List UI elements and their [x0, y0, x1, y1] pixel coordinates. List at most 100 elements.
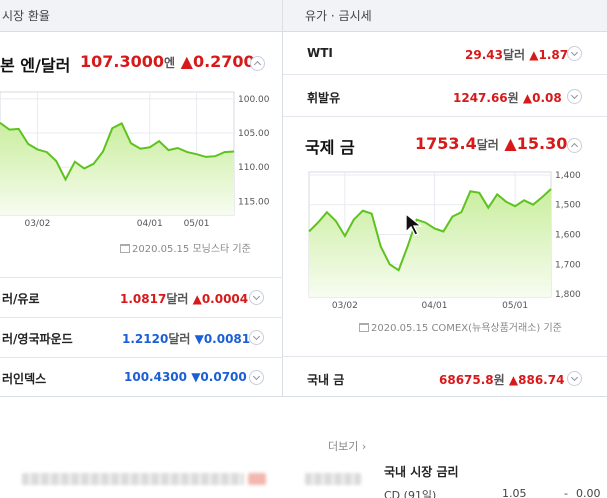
- commodity-row-value-group: 1247.66원 ▲0.08: [453, 89, 562, 106]
- usd-jpy-chart: 115.00 110.00 105.00 100.00 03/02 04/01 05/01: [0, 91, 270, 229]
- more-link[interactable]: 더보기 ›: [328, 438, 366, 454]
- oil-gold-panel: 유가 · 금시세 WTI 29.43달러 ▲1.87 휘발유 1247.66원 …: [283, 0, 607, 397]
- y-tick-label: 100.00: [238, 95, 270, 105]
- expand-toggle-icon[interactable]: [567, 46, 582, 61]
- rate-row-dash: -: [564, 487, 568, 498]
- fx-row-value: 1.2120: [122, 332, 169, 346]
- gold-name: 국제 금: [305, 138, 355, 157]
- fx-row-name: 러/영국파운드: [2, 332, 73, 346]
- expand-toggle-icon[interactable]: [249, 370, 264, 385]
- source-icon: [120, 244, 130, 253]
- fx-row-value: 1.0817: [120, 292, 167, 306]
- commodity-row-value: 1247.66: [453, 91, 508, 105]
- y-tick-label: 115.00: [238, 197, 270, 207]
- expand-toggle-icon[interactable]: [249, 330, 264, 345]
- rate-row-name: CD (91일): [384, 489, 437, 498]
- commodity-row-name: 국내 금: [307, 373, 345, 387]
- x-tick-label: 04/01: [422, 301, 448, 311]
- commodity-row-domestic-gold[interactable]: 국내 금 68675.8원 ▲886.74: [283, 356, 607, 397]
- commodity-row-change: ▲886.74: [508, 373, 565, 387]
- x-tick-label: 05/01: [184, 219, 210, 229]
- fx-row-change: ▲0.0004: [192, 292, 249, 306]
- fx-row-name: 러/유로: [2, 292, 40, 306]
- usd-jpy-name: 본 엔/달러: [0, 56, 71, 75]
- gold-unit: 달러: [476, 138, 499, 152]
- commodity-row-wti[interactable]: WTI 29.43달러 ▲1.87: [283, 32, 607, 74]
- y-tick-label: 1,500: [555, 201, 581, 211]
- y-tick-label: 1,700: [555, 260, 581, 270]
- commodity-row-change: ▲0.08: [522, 91, 562, 105]
- fx-row-unit: 달러: [166, 292, 189, 306]
- fx-row-unit: 달러: [168, 332, 191, 346]
- domestic-rate-title: 국내 시장 금리: [384, 465, 459, 479]
- mouse-cursor-icon: [405, 212, 423, 236]
- exchange-rate-panel: 시장 환율 본 엔/달러 107.3000엔 ▲0.2700 115.00 110…: [0, 0, 283, 397]
- blurred-news-item: [22, 473, 244, 485]
- usd-jpy-source: 2020.05.15 모닝스타 기준: [120, 240, 251, 255]
- usd-jpy-change: ▲0.2700: [180, 52, 255, 71]
- usd-jpy-value-group: 107.3000엔 ▲0.2700: [80, 52, 255, 71]
- commodity-row-unit: 원: [507, 91, 519, 105]
- commodity-row-value: 29.43: [465, 48, 503, 62]
- oil-gold-header: 유가 · 금시세: [283, 0, 607, 32]
- gold-chart: 1,800 1,700 1,600 1,500 1,400 03/02 04/01 05/01: [308, 171, 581, 311]
- fx-row-value-group: 1.0817달러 ▲0.0004: [120, 290, 248, 307]
- fx-row-gbp[interactable]: 러/영국파운드 1.2120달러 ▼0.0081: [0, 317, 283, 357]
- y-tick-label: 1,400: [555, 171, 581, 181]
- y-tick-label: 1,800: [555, 290, 581, 300]
- rate-row-value: 1.05: [502, 487, 527, 498]
- expand-toggle-icon[interactable]: [567, 89, 582, 104]
- usd-jpy-source-text: 모닝스타 기준: [192, 244, 251, 255]
- expand-toggle-icon[interactable]: [567, 371, 582, 386]
- fx-row-change: ▼0.0700: [191, 370, 247, 384]
- commodity-row-value: 68675.8: [439, 373, 494, 387]
- series-area: [0, 122, 234, 215]
- oil-gold-header-label: 유가 · 금시세: [305, 9, 372, 23]
- fx-row-value-group: 1.2120달러 ▼0.0081: [122, 330, 250, 347]
- series-line: [0, 121, 235, 182]
- fx-row-name: 러인덱스: [2, 372, 47, 386]
- gold-source: 2020.05.15 COMEX(뉴욕상품거래소) 기준: [359, 319, 562, 334]
- series-area: [309, 189, 551, 297]
- collapse-toggle-icon[interactable]: [250, 56, 265, 71]
- fx-row-eur[interactable]: 러/유로 1.0817달러 ▲0.0004: [0, 277, 283, 317]
- x-tick-label: 04/01: [137, 219, 163, 229]
- source-icon: [359, 323, 369, 332]
- more-link-label: 더보기: [328, 440, 359, 453]
- commodity-row-unit: 달러: [502, 48, 526, 62]
- commodity-row-value-group: 29.43달러 ▲1.87: [465, 46, 568, 63]
- commodity-row-change: ▲1.87: [529, 48, 569, 62]
- x-tick-label: 03/02: [332, 301, 358, 311]
- collapse-toggle-icon[interactable]: [567, 138, 582, 153]
- y-tick-label: 110.00: [238, 163, 270, 173]
- gold-change: ▲15.30: [504, 134, 568, 153]
- commodity-row-value-group: 68675.8원 ▲886.74: [439, 371, 564, 388]
- fx-row-value: 100.4300: [124, 370, 188, 384]
- commodity-row-name: 휘발유: [307, 91, 341, 105]
- exchange-rate-header-label: 시장 환율: [2, 9, 50, 23]
- expand-toggle-icon[interactable]: [249, 290, 264, 305]
- y-tick-label: 105.00: [238, 129, 270, 139]
- series-line: [308, 188, 552, 272]
- usd-jpy-summary[interactable]: 본 엔/달러 107.3000엔 ▲0.2700: [0, 48, 283, 78]
- fx-row-change: ▼0.0081: [194, 332, 251, 346]
- x-tick-label: 05/01: [502, 301, 528, 311]
- rate-row-change: 0.00: [576, 487, 601, 498]
- commodity-row-unit: 원: [493, 373, 505, 387]
- usd-jpy-unit: 엔: [164, 56, 176, 70]
- usd-jpy-source-date: 2020.05.15: [132, 244, 190, 255]
- exchange-rate-header: 시장 환율: [0, 0, 282, 32]
- gold-value-group: 1753.4달러 ▲15.30: [415, 134, 567, 153]
- commodity-row-name: WTI: [307, 46, 333, 60]
- fx-row-dxy[interactable]: 러인덱스 100.4300 ▼0.0700: [0, 357, 283, 397]
- commodity-row-gasoline[interactable]: 휘발유 1247.66원 ▲0.08: [283, 74, 607, 116]
- y-tick-label: 1,600: [555, 231, 581, 241]
- usd-jpy-value: 107.3000: [80, 52, 165, 71]
- gold-summary[interactable]: 국제 금 1753.4달러 ▲15.30: [283, 130, 607, 160]
- x-tick-label: 03/02: [24, 219, 50, 229]
- fx-row-value-group: 100.4300 ▼0.0700: [124, 370, 247, 384]
- gold-source-date: 2020.05.15: [371, 323, 429, 334]
- blurred-news-badge: [248, 473, 266, 485]
- chevron-right-icon: ›: [361, 440, 367, 453]
- gold-value: 1753.4: [415, 134, 477, 153]
